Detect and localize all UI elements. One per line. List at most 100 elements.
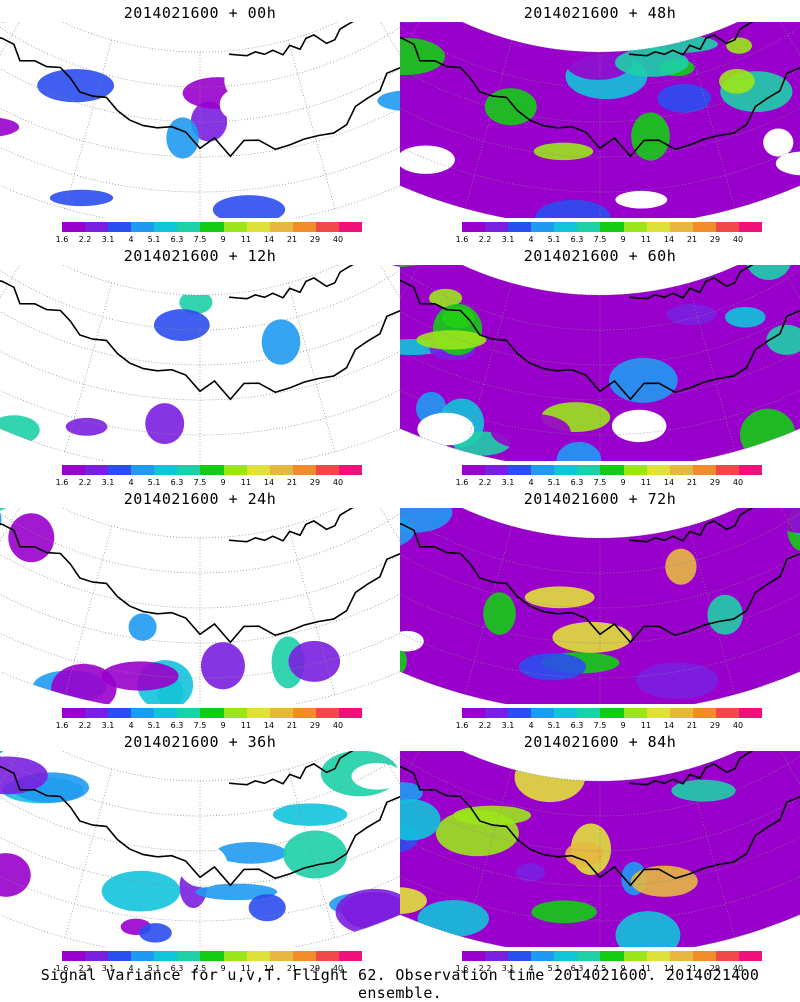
panel-title: 2014021600 + 24h xyxy=(0,490,400,508)
variance-gap xyxy=(43,31,104,64)
colorbar-swatch xyxy=(462,708,485,718)
variance-gap xyxy=(341,287,393,308)
map-48h xyxy=(400,22,800,218)
colorbar-swatch xyxy=(293,951,316,961)
colorbar-swatch xyxy=(131,465,154,475)
variance-blob xyxy=(453,806,531,826)
colorbar-swatch xyxy=(739,222,762,232)
colorbar-swatch xyxy=(716,222,739,232)
variance-blob xyxy=(50,190,113,206)
colorbar xyxy=(62,222,362,232)
map-84h xyxy=(400,751,800,947)
colorbar-swatch xyxy=(693,222,716,232)
variance-blob xyxy=(609,358,678,403)
field-background xyxy=(0,265,400,461)
colorbar-swatch xyxy=(693,708,716,718)
variance-blob xyxy=(525,586,595,608)
colorbar-swatch xyxy=(224,222,247,232)
variance-gap xyxy=(612,410,667,442)
colorbar-swatch xyxy=(600,951,623,961)
variance-field xyxy=(400,508,800,704)
variance-blob xyxy=(519,653,586,680)
variance-gap xyxy=(306,399,366,421)
variance-gap xyxy=(220,88,262,121)
colorbar-swatch xyxy=(62,951,85,961)
variance-blob xyxy=(726,38,752,54)
colorbar-swatch xyxy=(600,222,623,232)
colorbar-swatch xyxy=(531,465,554,475)
colorbar xyxy=(62,708,362,718)
colorbar-swatch xyxy=(108,465,131,475)
colorbar-swatch xyxy=(154,708,177,718)
colorbar-swatch xyxy=(339,708,362,718)
variance-blob xyxy=(565,842,603,867)
colorbar-swatch xyxy=(739,951,762,961)
colorbar xyxy=(462,951,762,961)
colorbar-swatch xyxy=(462,951,485,961)
colorbar-swatch xyxy=(224,465,247,475)
colorbar-swatch xyxy=(577,708,600,718)
colorbar-swatch xyxy=(339,951,362,961)
colorbar-swatch xyxy=(247,708,270,718)
variance-blob xyxy=(154,309,210,341)
variance-blob xyxy=(631,866,698,897)
colorbar-swatch xyxy=(316,222,339,232)
variance-blob xyxy=(636,662,719,699)
colorbar xyxy=(462,465,762,475)
variance-gap xyxy=(89,508,162,551)
colorbar-swatch xyxy=(508,222,531,232)
colorbar-swatch xyxy=(339,465,362,475)
colorbar-swatch xyxy=(200,951,223,961)
colorbar-swatch xyxy=(62,222,85,232)
colorbar-swatch xyxy=(554,708,577,718)
panel-title: 2014021600 + 72h xyxy=(400,490,800,508)
variance-blob xyxy=(288,641,340,682)
colorbar-swatch xyxy=(670,708,693,718)
colorbar-swatch xyxy=(531,222,554,232)
colorbar-swatch xyxy=(739,465,762,475)
colorbar-swatch xyxy=(554,222,577,232)
colorbar-swatch xyxy=(716,708,739,718)
variance-blob xyxy=(669,133,716,182)
colorbar-swatch xyxy=(247,222,270,232)
variance-field xyxy=(400,265,800,461)
variance-blob xyxy=(707,595,742,635)
variance-blob xyxy=(491,414,571,450)
colorbar-swatch xyxy=(647,465,670,475)
colorbar xyxy=(462,708,762,718)
colorbar-swatch xyxy=(485,951,508,961)
colorbar-swatch xyxy=(177,951,200,961)
variance-field xyxy=(0,265,400,461)
colorbar-swatch xyxy=(154,222,177,232)
variance-blob xyxy=(655,333,735,362)
variance-blob xyxy=(129,613,157,640)
panel-title: 2014021600 + 60h xyxy=(400,247,800,265)
colorbar-swatch xyxy=(247,951,270,961)
colorbar-swatch xyxy=(508,465,531,475)
colorbar-swatch xyxy=(716,951,739,961)
colorbar-swatch xyxy=(577,222,600,232)
colorbar-swatch xyxy=(316,951,339,961)
colorbar-swatch xyxy=(577,465,600,475)
colorbar xyxy=(462,222,762,232)
colorbar-swatch xyxy=(600,465,623,475)
colorbar-swatch xyxy=(531,708,554,718)
variance-gap xyxy=(417,413,474,446)
variance-field xyxy=(0,22,400,218)
colorbar-swatch xyxy=(624,708,647,718)
colorbar-swatch xyxy=(293,222,316,232)
colorbar-swatch xyxy=(131,708,154,718)
colorbar-swatch xyxy=(554,951,577,961)
map-00h xyxy=(0,22,400,218)
colorbar-swatch xyxy=(200,465,223,475)
colorbar-swatch xyxy=(108,951,131,961)
colorbar-swatch xyxy=(85,465,108,475)
variance-gap xyxy=(615,191,667,209)
colorbar-swatch xyxy=(270,222,293,232)
